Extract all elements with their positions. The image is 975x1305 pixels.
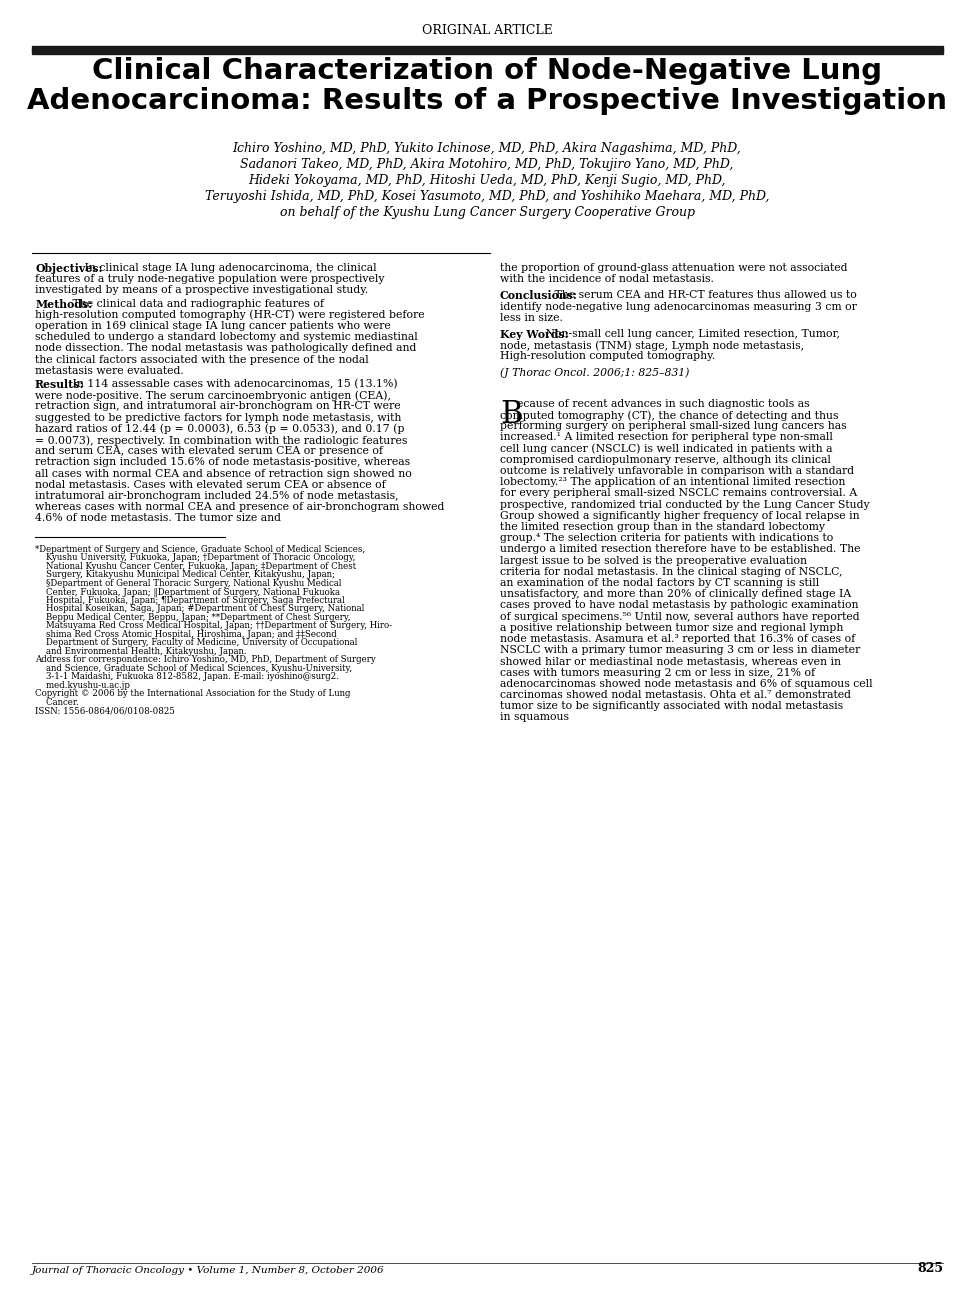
Text: ecause of recent advances in such diagnostic tools as: ecause of recent advances in such diagno… <box>517 399 809 408</box>
Text: metastasis were evaluated.: metastasis were evaluated. <box>35 365 183 376</box>
Text: Journal of Thoracic Oncology • Volume 1, Number 8, October 2006: Journal of Thoracic Oncology • Volume 1,… <box>32 1266 384 1275</box>
Text: Hideki Yokoyama, MD, PhD, Hitoshi Ueda, MD, PhD, Kenji Sugio, MD, PhD,: Hideki Yokoyama, MD, PhD, Hitoshi Ueda, … <box>249 174 725 187</box>
Text: performing surgery on peripheral small-sized lung cancers has: performing surgery on peripheral small-s… <box>500 422 846 431</box>
Text: 3-1-1 Maidashi, Fukuoka 812-8582, Japan. E-mail: iyoshino@surg2.: 3-1-1 Maidashi, Fukuoka 812-8582, Japan.… <box>35 672 339 681</box>
Text: and Environmental Health, Kitakyushu, Japan.: and Environmental Health, Kitakyushu, Ja… <box>35 646 247 655</box>
Text: increased.¹ A limited resection for peripheral type non-small: increased.¹ A limited resection for peri… <box>500 432 833 442</box>
Text: retraction sign, and intratumoral air-bronchogram on HR-CT were: retraction sign, and intratumoral air-br… <box>35 402 401 411</box>
Text: retraction sign included 15.6% of node metastasis-positive, whereas: retraction sign included 15.6% of node m… <box>35 457 410 467</box>
Text: features of a truly node-negative population were prospectively: features of a truly node-negative popula… <box>35 274 384 284</box>
Text: The serum CEA and HR-CT features thus allowed us to: The serum CEA and HR-CT features thus al… <box>551 291 856 300</box>
Text: unsatisfactory, and more than 20% of clinically defined stage IA: unsatisfactory, and more than 20% of cli… <box>500 589 851 599</box>
Text: 825: 825 <box>917 1262 943 1275</box>
Text: undergo a limited resection therefore have to be established. The: undergo a limited resection therefore ha… <box>500 544 861 555</box>
Text: node metastasis. Asamura et al.³ reported that 16.3% of cases of: node metastasis. Asamura et al.³ reporte… <box>500 634 855 643</box>
Text: Methods:: Methods: <box>35 299 92 309</box>
Text: carcinomas showed nodal metastasis. Ohta et al.⁷ demonstrated: carcinomas showed nodal metastasis. Ohta… <box>500 690 851 699</box>
Text: Conclusions:: Conclusions: <box>500 291 578 301</box>
Text: med.kyushu-u.ac.jp: med.kyushu-u.ac.jp <box>35 681 130 689</box>
Text: all cases with normal CEA and absence of retraction sign showed no: all cases with normal CEA and absence of… <box>35 468 411 479</box>
Text: Copyright © 2006 by the International Association for the Study of Lung: Copyright © 2006 by the International As… <box>35 689 350 698</box>
Text: hazard ratios of 12.44 (p = 0.0003), 6.53 (p = 0.0533), and 0.17 (p: hazard ratios of 12.44 (p = 0.0003), 6.5… <box>35 424 405 435</box>
Text: Kyushu University, Fukuoka, Japan; †Department of Thoracic Oncology,: Kyushu University, Fukuoka, Japan; †Depa… <box>35 553 356 562</box>
Text: Non-small cell lung cancer, Limited resection, Tumor,: Non-small cell lung cancer, Limited rese… <box>542 329 840 339</box>
Text: intratumoral air-bronchogram included 24.5% of node metastasis,: intratumoral air-bronchogram included 24… <box>35 491 399 501</box>
Text: compromised cardiopulmonary reserve, although its clinical: compromised cardiopulmonary reserve, alt… <box>500 455 831 465</box>
Text: nodal metastasis. Cases with elevated serum CEA or absence of: nodal metastasis. Cases with elevated se… <box>35 480 386 489</box>
Text: NSCLC with a primary tumor measuring 3 cm or less in diameter: NSCLC with a primary tumor measuring 3 c… <box>500 645 860 655</box>
Text: of surgical specimens.⁵⁶ Until now, several authors have reported: of surgical specimens.⁵⁶ Until now, seve… <box>500 612 860 621</box>
Text: the clinical factors associated with the presence of the nodal: the clinical factors associated with the… <box>35 355 369 364</box>
Text: In clinical stage IA lung adenocarcinoma, the clinical: In clinical stage IA lung adenocarcinoma… <box>81 264 377 273</box>
Text: identify node-negative lung adenocarcinomas measuring 3 cm or: identify node-negative lung adenocarcino… <box>500 301 857 312</box>
Text: Hospital Koseikan, Saga, Japan; #Department of Chest Surgery, National: Hospital Koseikan, Saga, Japan; #Departm… <box>35 604 365 613</box>
Text: with the incidence of nodal metastasis.: with the incidence of nodal metastasis. <box>500 274 714 284</box>
Text: the limited resection group than in the standard lobectomy: the limited resection group than in the … <box>500 522 825 532</box>
Text: showed hilar or mediastinal node metastasis, whereas even in: showed hilar or mediastinal node metasta… <box>500 656 841 667</box>
Text: on behalf of the Kyushu Lung Cancer Surgery Cooperative Group: on behalf of the Kyushu Lung Cancer Surg… <box>280 206 694 219</box>
Text: Address for correspondence: Ichiro Yoshino, MD, PhD, Department of Surgery: Address for correspondence: Ichiro Yoshi… <box>35 655 375 664</box>
Text: High-resolution computed tomography.: High-resolution computed tomography. <box>500 351 715 361</box>
Text: Ichiro Yoshino, MD, PhD, Yukito Ichinose, MD, PhD, Akira Nagashima, MD, PhD,: Ichiro Yoshino, MD, PhD, Yukito Ichinose… <box>233 142 741 155</box>
Text: for every peripheral small-sized NSCLC remains controversial. A: for every peripheral small-sized NSCLC r… <box>500 488 857 499</box>
Text: suggested to be predictive factors for lymph node metastasis, with: suggested to be predictive factors for l… <box>35 412 402 423</box>
Text: §Department of General Thoracic Surgery, National Kyushu Medical: §Department of General Thoracic Surgery,… <box>35 578 341 587</box>
Text: in squamous: in squamous <box>500 713 569 723</box>
Text: Key Words:: Key Words: <box>500 329 568 341</box>
Text: In 114 assessable cases with adenocarcinomas, 15 (13.1%): In 114 assessable cases with adenocarcin… <box>68 378 398 389</box>
Text: node, metastasis (TNM) stage, Lymph node metastasis,: node, metastasis (TNM) stage, Lymph node… <box>500 341 804 351</box>
Text: high-resolution computed tomography (HR-CT) were registered before: high-resolution computed tomography (HR-… <box>35 309 425 320</box>
Text: investigated by means of a prospective investigational study.: investigated by means of a prospective i… <box>35 286 369 295</box>
Text: and Science, Graduate School of Medical Sciences, Kyushu-University,: and Science, Graduate School of Medical … <box>35 664 352 672</box>
Text: prospective, randomized trial conducted by the Lung Cancer Study: prospective, randomized trial conducted … <box>500 500 870 509</box>
Text: operation in 169 clinical stage IA lung cancer patients who were: operation in 169 clinical stage IA lung … <box>35 321 391 331</box>
Text: whereas cases with normal CEA and presence of air-bronchogram showed: whereas cases with normal CEA and presen… <box>35 502 445 512</box>
Text: and serum CEA, cases with elevated serum CEA or presence of: and serum CEA, cases with elevated serum… <box>35 446 383 457</box>
Text: were node-positive. The serum carcinoembryonic antigen (CEA),: were node-positive. The serum carcinoemb… <box>35 390 391 401</box>
Text: group.⁴ The selection criteria for patients with indications to: group.⁴ The selection criteria for patie… <box>500 534 834 543</box>
Text: Sadanori Takeo, MD, PhD, Akira Motohiro, MD, PhD, Tokujiro Yano, MD, PhD,: Sadanori Takeo, MD, PhD, Akira Motohiro,… <box>240 158 733 171</box>
Text: computed tomography (CT), the chance of detecting and thus: computed tomography (CT), the chance of … <box>500 410 838 420</box>
Text: 4.6% of node metastasis. The tumor size and: 4.6% of node metastasis. The tumor size … <box>35 513 281 523</box>
Text: shima Red Cross Atomic Hospital, Hiroshima, Japan; and ‡‡Second: shima Red Cross Atomic Hospital, Hiroshi… <box>35 629 336 638</box>
Text: largest issue to be solved is the preoperative evaluation: largest issue to be solved is the preope… <box>500 556 807 565</box>
Text: National Kyushu Cancer Center, Fukuoka, Japan; ‡Department of Chest: National Kyushu Cancer Center, Fukuoka, … <box>35 561 356 570</box>
Text: Teruyoshi Ishida, MD, PhD, Kosei Yasumoto, MD, PhD, and Yoshihiko Maehara, MD, P: Teruyoshi Ishida, MD, PhD, Kosei Yasumot… <box>205 191 769 204</box>
Text: cell lung cancer (NSCLC) is well indicated in patients with a: cell lung cancer (NSCLC) is well indicat… <box>500 444 833 454</box>
Text: tumor size to be significantly associated with nodal metastasis: tumor size to be significantly associate… <box>500 701 843 711</box>
Text: (J Thorac Oncol. 2006;1: 825–831): (J Thorac Oncol. 2006;1: 825–831) <box>500 368 689 378</box>
Text: Matsuyama Red Cross Medical Hospital, Japan; ††Department of Surgery, Hiro-: Matsuyama Red Cross Medical Hospital, Ja… <box>35 621 392 630</box>
Text: Cancer.: Cancer. <box>35 698 79 706</box>
Text: outcome is relatively unfavorable in comparison with a standard: outcome is relatively unfavorable in com… <box>500 466 854 476</box>
Text: Hospital, Fukuoka, Japan; ¶Department of Surgery, Saga Prefectural: Hospital, Fukuoka, Japan; ¶Department of… <box>35 595 345 604</box>
Text: Objectives:: Objectives: <box>35 264 102 274</box>
Text: cases proved to have nodal metastasis by pathologic examination: cases proved to have nodal metastasis by… <box>500 600 859 611</box>
Text: scheduled to undergo a standard lobectomy and systemic mediastinal: scheduled to undergo a standard lobectom… <box>35 333 417 342</box>
Text: = 0.0073), respectively. In combination with the radiologic features: = 0.0073), respectively. In combination … <box>35 435 408 445</box>
Text: less in size.: less in size. <box>500 313 563 322</box>
Text: node dissection. The nodal metastasis was pathologically defined and: node dissection. The nodal metastasis wa… <box>35 343 416 354</box>
Text: Department of Surgery, Faculty of Medicine, University of Occupational: Department of Surgery, Faculty of Medici… <box>35 638 358 647</box>
Text: Results:: Results: <box>35 378 85 390</box>
Text: Beppu Medical Center, Beppu, Japan; **Department of Chest Surgery,: Beppu Medical Center, Beppu, Japan; **De… <box>35 612 350 621</box>
Text: criteria for nodal metastasis. In the clinical staging of NSCLC,: criteria for nodal metastasis. In the cl… <box>500 566 842 577</box>
Text: ORIGINAL ARTICLE: ORIGINAL ARTICLE <box>421 23 553 37</box>
Text: Group showed a significantly higher frequency of local relapse in: Group showed a significantly higher freq… <box>500 510 860 521</box>
Text: The clinical data and radiographic features of: The clinical data and radiographic featu… <box>68 299 324 308</box>
Text: a positive relationship between tumor size and regional lymph: a positive relationship between tumor si… <box>500 622 843 633</box>
Text: cases with tumors measuring 2 cm or less in size, 21% of: cases with tumors measuring 2 cm or less… <box>500 668 815 677</box>
Text: adenocarcinomas showed node metastasis and 6% of squamous cell: adenocarcinomas showed node metastasis a… <box>500 679 873 689</box>
Bar <box>32 46 943 54</box>
Text: Surgery, Kitakyushu Municipal Medical Center, Kitakyushu, Japan;: Surgery, Kitakyushu Municipal Medical Ce… <box>35 570 335 579</box>
Text: B: B <box>500 399 523 429</box>
Text: Adenocarcinoma: Results of a Prospective Investigation: Adenocarcinoma: Results of a Prospective… <box>27 87 947 115</box>
Text: Clinical Characterization of Node-Negative Lung: Clinical Characterization of Node-Negati… <box>92 57 882 85</box>
Text: lobectomy.²³ The application of an intentional limited resection: lobectomy.²³ The application of an inten… <box>500 478 845 487</box>
Text: an examination of the nodal factors by CT scanning is still: an examination of the nodal factors by C… <box>500 578 819 589</box>
Text: Center, Fukuoka, Japan; ‖Department of Surgery, National Fukuoka: Center, Fukuoka, Japan; ‖Department of S… <box>35 587 340 596</box>
Text: *Department of Surgery and Science, Graduate School of Medical Sciences,: *Department of Surgery and Science, Grad… <box>35 544 366 553</box>
Text: ISSN: 1556-0864/06/0108-0825: ISSN: 1556-0864/06/0108-0825 <box>35 706 175 715</box>
Text: the proportion of ground-glass attenuation were not associated: the proportion of ground-glass attenuati… <box>500 264 847 273</box>
